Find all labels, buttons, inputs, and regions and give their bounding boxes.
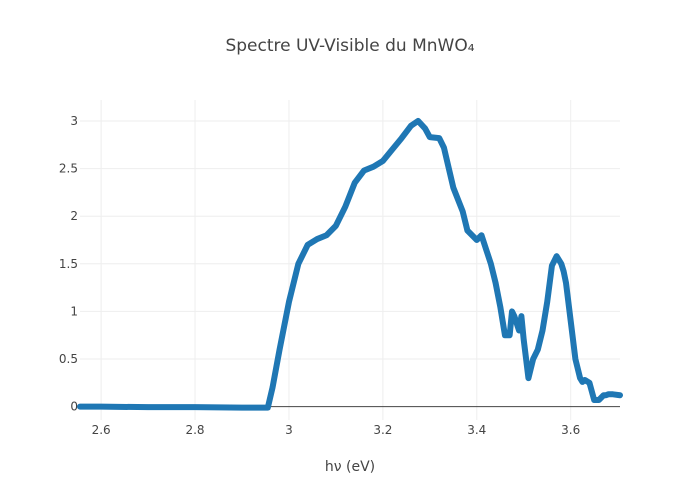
- y-tick-label: 2: [70, 209, 78, 223]
- y-tick-label: 1: [70, 304, 78, 318]
- y-tick-label: 2.5: [59, 162, 78, 176]
- series-layer: [77, 117, 623, 411]
- x-axis-title: hν (eV): [325, 459, 375, 475]
- y-tick-label: 1.5: [59, 257, 78, 271]
- chart-title: Spectre UV-Visible du MnWO₄: [225, 36, 474, 56]
- x-tick-label: 3.6: [561, 423, 580, 437]
- tick-layer: 2.6 2.8 3 3.2 3.4 3.6 0 0.5 1 1.5 2 2.5 3: [59, 114, 580, 437]
- y-tick-label: 0.5: [59, 352, 78, 366]
- x-tick-label: 3.2: [373, 423, 392, 437]
- y-tick-label: 0: [70, 400, 78, 414]
- x-tick-label: 2.6: [92, 423, 111, 437]
- x-tick-label: 2.8: [185, 423, 204, 437]
- y-tick-label: 3: [70, 114, 78, 128]
- series-line: [77, 117, 623, 411]
- grid-layer: [80, 100, 620, 420]
- x-tick-label: 3.4: [467, 423, 486, 437]
- x-tick-label: 3: [285, 423, 293, 437]
- plot-background: [80, 100, 620, 420]
